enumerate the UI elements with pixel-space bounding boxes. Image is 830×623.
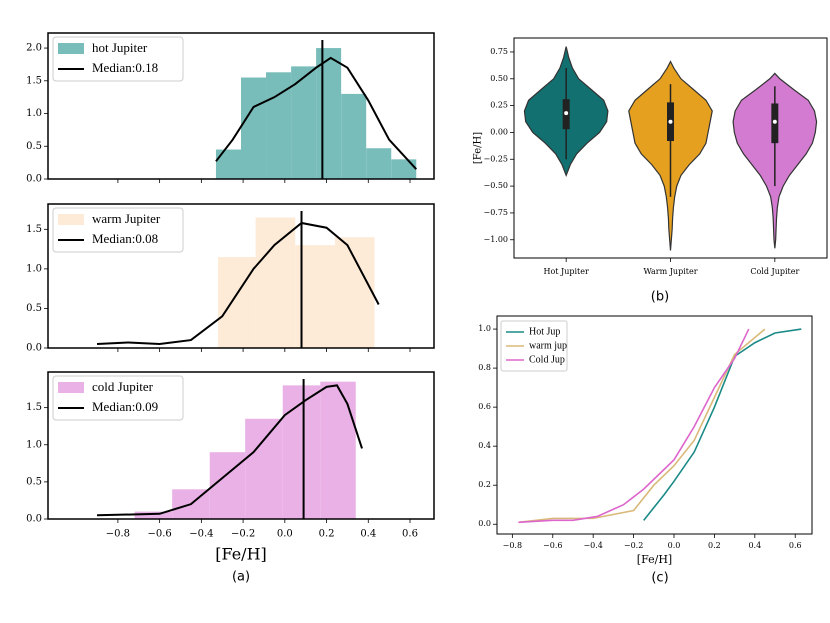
x-tick-label: −0.6 [543,541,562,550]
caption: (b) [651,290,669,305]
legend-box [52,375,184,421]
legend-box [52,207,184,253]
legend-swatch [58,43,84,54]
x-tick-label: 0.4 [748,541,761,550]
y-tick-label: 0.2 [478,480,491,489]
legend-label: warm jup [529,340,567,351]
histogram-bar [209,452,246,519]
y-tick-label: 0.5 [26,141,42,152]
legend-swatch [58,214,84,225]
x-tick-label: −0.4 [583,541,602,550]
y-tick-label: 1.0 [26,108,42,119]
y-tick-label: 2.0 [26,43,42,54]
y-tick-label: 0.4 [478,441,491,450]
histogram-bar [391,159,417,179]
x-tick-label: 0.2 [319,529,335,540]
x-tick-label: Hot Jupiter [543,267,589,276]
legend-label: Hot Jup [529,326,560,337]
y-tick-label: 0.6 [478,402,491,411]
histogram-bar [334,237,375,348]
x-tick-label: −0.2 [624,541,643,550]
y-tick-label: 0.50 [490,74,508,83]
legend-label: Median:0.08 [92,231,158,246]
y-tick-label: −1.00 [483,235,508,244]
legend-label: Median:0.09 [92,399,158,414]
y-tick-label: 0.0 [478,519,491,528]
histogram-bar [320,381,356,519]
violin-median [564,111,569,116]
histogram-bar [316,48,342,180]
y-tick-label: 0.25 [490,101,508,110]
x-tick-label: −0.2 [231,529,255,540]
y-tick-label: 0.0 [26,514,42,525]
histogram-bar [134,511,173,519]
line-series [518,328,766,524]
violin-median [772,119,777,124]
kde-curve [97,384,363,517]
histogram-bar [241,77,267,179]
x-tick-label: −0.8 [106,529,130,540]
legend-label: cold Jupiter [92,379,154,394]
axes-frame [47,203,435,349]
x-tick-label: 0.2 [708,541,721,550]
violin-median [668,119,673,124]
x-axis-label: [Fe/H] [215,545,267,564]
line-series [643,328,802,521]
legend-label: Cold Jup [529,354,565,365]
x-axis-label: [Fe/H] [637,553,672,566]
y-tick-label: 0.0 [26,343,42,354]
histogram-bar [218,257,256,348]
y-tick-label: 1.5 [26,402,42,413]
y-tick-label: 0.00 [490,127,508,136]
line-series [518,328,750,524]
y-tick-label: 0.8 [478,363,491,372]
y-tick-label: 0.75 [490,47,508,56]
x-tick-label: Warm Jupiter [643,267,697,276]
axes-frame [513,37,828,259]
x-tick-label: 0.6 [789,541,802,550]
y-tick-label: 1.5 [26,75,42,86]
y-tick-label: 0.5 [26,476,42,487]
kde-curve [215,56,418,170]
y-tick-label: 0.0 [26,174,42,185]
axes-frame [47,32,435,180]
y-tick-label: −0.25 [483,154,508,163]
y-tick-label: 0.5 [26,303,42,314]
y-tick-label: −0.50 [483,181,508,190]
y-tick-label: −0.75 [483,208,508,217]
histogram-bar [366,148,392,179]
legend-label: Median:0.18 [92,60,158,75]
x-tick-label: 0.0 [668,541,681,550]
x-tick-label: −0.4 [189,529,213,540]
histogram-bar [245,418,283,519]
caption: (a) [232,570,250,585]
axes-frame [47,371,435,520]
y-axis-label: [Fe/H] [473,132,484,164]
x-tick-label: 0.0 [277,529,293,540]
y-tick-label: 1.5 [26,224,42,235]
legend-swatch [58,382,84,393]
kde-curve [96,221,380,346]
y-tick-label: 1.0 [26,263,42,274]
legend-label: hot Jupiter [92,40,148,55]
histogram-bar [282,385,321,519]
histogram-bar [215,149,241,179]
legend-label: warm Jupiter [92,211,161,226]
axes-frame [496,315,813,535]
y-tick-label: 1.0 [26,439,42,450]
legend-box [52,36,184,82]
histogram-bar [341,93,367,179]
x-tick-label: 0.6 [402,529,418,540]
x-tick-label: −0.6 [147,529,171,540]
x-tick-label: 0.4 [360,529,376,540]
caption: (c) [651,571,668,586]
y-tick-label: 1.0 [478,324,491,333]
x-tick-label: Cold Jupiter [750,267,799,276]
legend-box [500,320,568,372]
x-tick-label: −0.8 [503,541,522,550]
histogram-bar [255,217,296,348]
